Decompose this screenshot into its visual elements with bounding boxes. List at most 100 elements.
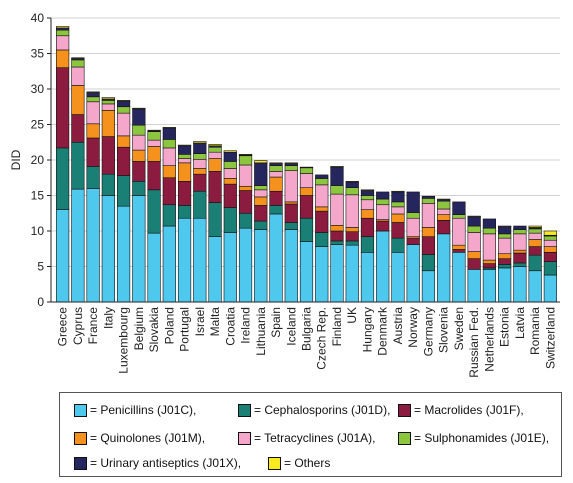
bar-segment [208,202,222,237]
y-axis-label: DID [9,149,23,170]
bar-segment [116,106,131,114]
bar-segment [116,135,131,148]
bar-segment [543,239,557,247]
y-tick-label: 40 [31,11,45,25]
bar-segment [132,195,146,303]
bar-segment [208,146,222,153]
bar-stack [238,154,253,303]
bar-segment [528,270,542,303]
bar-segment [147,129,161,132]
bar-segment [86,166,100,189]
x-tick-label: Luxembourg [117,307,131,374]
bar-segment [376,220,390,232]
bar-segment [193,141,207,144]
bar-segment [498,237,512,255]
bar-stack [315,174,329,303]
legend-item-urinary-antiseptics: = Urinary antiseptics (J01X), [74,456,241,470]
bar-segment [452,217,466,246]
x-axis-ticks: Greece Cyprus France Italy Luxembourg Belgium… [56,306,558,378]
bar-segment [299,173,314,188]
bar-segment [437,220,451,235]
y-axis-ticks: 0 5 10 15 20 25 30 35 40 [31,11,51,309]
bar-segment [223,232,237,303]
bar-segment [391,191,405,203]
bar-segment [391,252,405,303]
bar-segment [193,173,207,192]
legend-label: = Cephalosporins (J01D), [254,403,391,417]
legend-swatch [398,431,411,445]
x-tick-label: Germany [421,307,435,356]
bar-segment [162,127,176,140]
x-tick-label: Slovenia [437,307,451,353]
bar-segment [467,215,481,218]
bar-segment [284,203,298,223]
bar-segment [238,154,253,156]
legend-swatch [238,431,251,445]
bar-segment [177,217,192,303]
bar-segment [284,201,298,205]
bar-stack [360,189,375,303]
y-tick-label: 0 [37,295,44,309]
bar-segment [452,201,466,215]
bar-segment [86,188,100,303]
x-tick-label: Latvia [513,307,527,339]
bar-segment [269,190,283,206]
bar-segment [452,249,466,253]
x-tick-label: Italy [101,307,115,329]
y-tick-label: 10 [31,224,45,238]
legend-item-quinolones: = Quinolones (J01M), [74,431,205,445]
legend-item-tetracyclines: = Tetracyclines (J01A), [238,431,376,445]
bar-stack [147,129,161,303]
bar-stack [208,144,222,303]
bar-segment [315,210,329,233]
bar-segment [421,270,436,303]
bar-segment [86,96,100,103]
x-tick-label: Czech Rep. [315,307,329,370]
bar-segment [360,199,375,210]
bar-stack [543,230,557,303]
bar-stack [162,127,176,303]
bar-segment [513,266,527,303]
bar-stack [223,150,237,303]
bar-segment [254,205,268,222]
bar-segment [421,198,436,204]
legend-item-others: = Others [268,456,330,470]
bar-segment [86,91,100,93]
bar-segment [284,222,298,230]
bar-segment [269,171,283,178]
bar-segment [101,173,115,196]
bar-segment [56,29,70,37]
bar-segment [421,254,436,272]
bar-segment [467,269,481,303]
legend-label: = Tetracyclines (J01A), [254,431,376,445]
x-tick-label: Austria [391,307,405,345]
bar-segment [391,222,405,239]
bar-segment [147,139,161,147]
bar-stack [284,162,298,303]
bar-segment [101,136,115,175]
bar-stack [101,97,115,303]
legend-label: = Penicillins (J01C), [90,403,197,417]
bar-segment [238,212,253,229]
x-tick-label: Hungary [360,307,374,352]
bar-segment [498,264,512,269]
bar-segment [147,189,161,234]
bar-segment [315,184,329,208]
x-tick-label: Greece [56,307,70,347]
bar-segment [360,195,375,201]
bars [56,26,557,303]
bar-segment [360,236,375,253]
x-tick-label: UK [345,307,359,324]
bar-segment [223,150,237,153]
bar-segment [345,227,359,233]
bar-segment [284,229,298,303]
y-tick-label: 25 [31,118,45,132]
bar-segment [513,249,527,254]
bar-segment [315,246,329,303]
bar-stack [269,162,283,303]
bar-segment [56,27,70,31]
bar-segment [193,190,207,219]
x-tick-label: Malta [208,307,222,337]
x-tick-label: Finland [330,307,344,346]
bar-segment [543,252,557,262]
